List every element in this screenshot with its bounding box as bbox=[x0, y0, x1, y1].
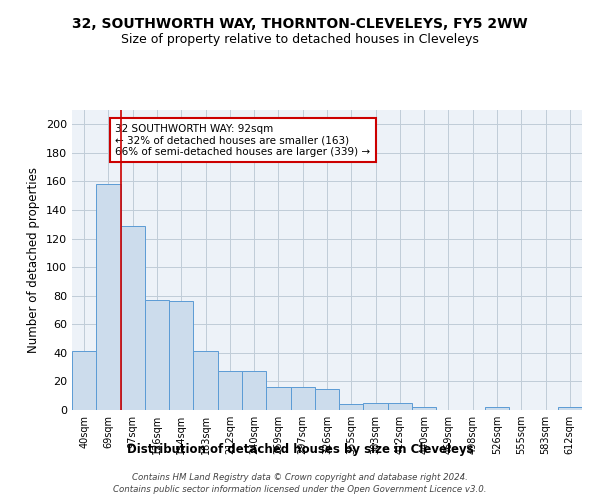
Bar bbox=[388, 403, 412, 410]
Bar bbox=[218, 372, 242, 410]
Bar bbox=[315, 388, 339, 410]
Bar bbox=[72, 352, 96, 410]
Text: Distribution of detached houses by size in Cleveleys: Distribution of detached houses by size … bbox=[127, 442, 473, 456]
Text: 32, SOUTHWORTH WAY, THORNTON-CLEVELEYS, FY5 2WW: 32, SOUTHWORTH WAY, THORNTON-CLEVELEYS, … bbox=[72, 18, 528, 32]
Bar bbox=[145, 300, 169, 410]
Bar bbox=[242, 372, 266, 410]
Bar bbox=[412, 407, 436, 410]
Text: 32 SOUTHWORTH WAY: 92sqm
← 32% of detached houses are smaller (163)
66% of semi-: 32 SOUTHWORTH WAY: 92sqm ← 32% of detach… bbox=[115, 124, 370, 156]
Bar bbox=[485, 407, 509, 410]
Bar bbox=[96, 184, 121, 410]
Bar bbox=[558, 407, 582, 410]
Bar bbox=[121, 226, 145, 410]
Bar bbox=[193, 352, 218, 410]
Text: Contains HM Land Registry data © Crown copyright and database right 2024.
Contai: Contains HM Land Registry data © Crown c… bbox=[113, 472, 487, 494]
Bar bbox=[364, 403, 388, 410]
Bar bbox=[266, 387, 290, 410]
Text: Size of property relative to detached houses in Cleveleys: Size of property relative to detached ho… bbox=[121, 32, 479, 46]
Bar bbox=[169, 302, 193, 410]
Bar bbox=[290, 387, 315, 410]
Bar bbox=[339, 404, 364, 410]
Y-axis label: Number of detached properties: Number of detached properties bbox=[28, 167, 40, 353]
